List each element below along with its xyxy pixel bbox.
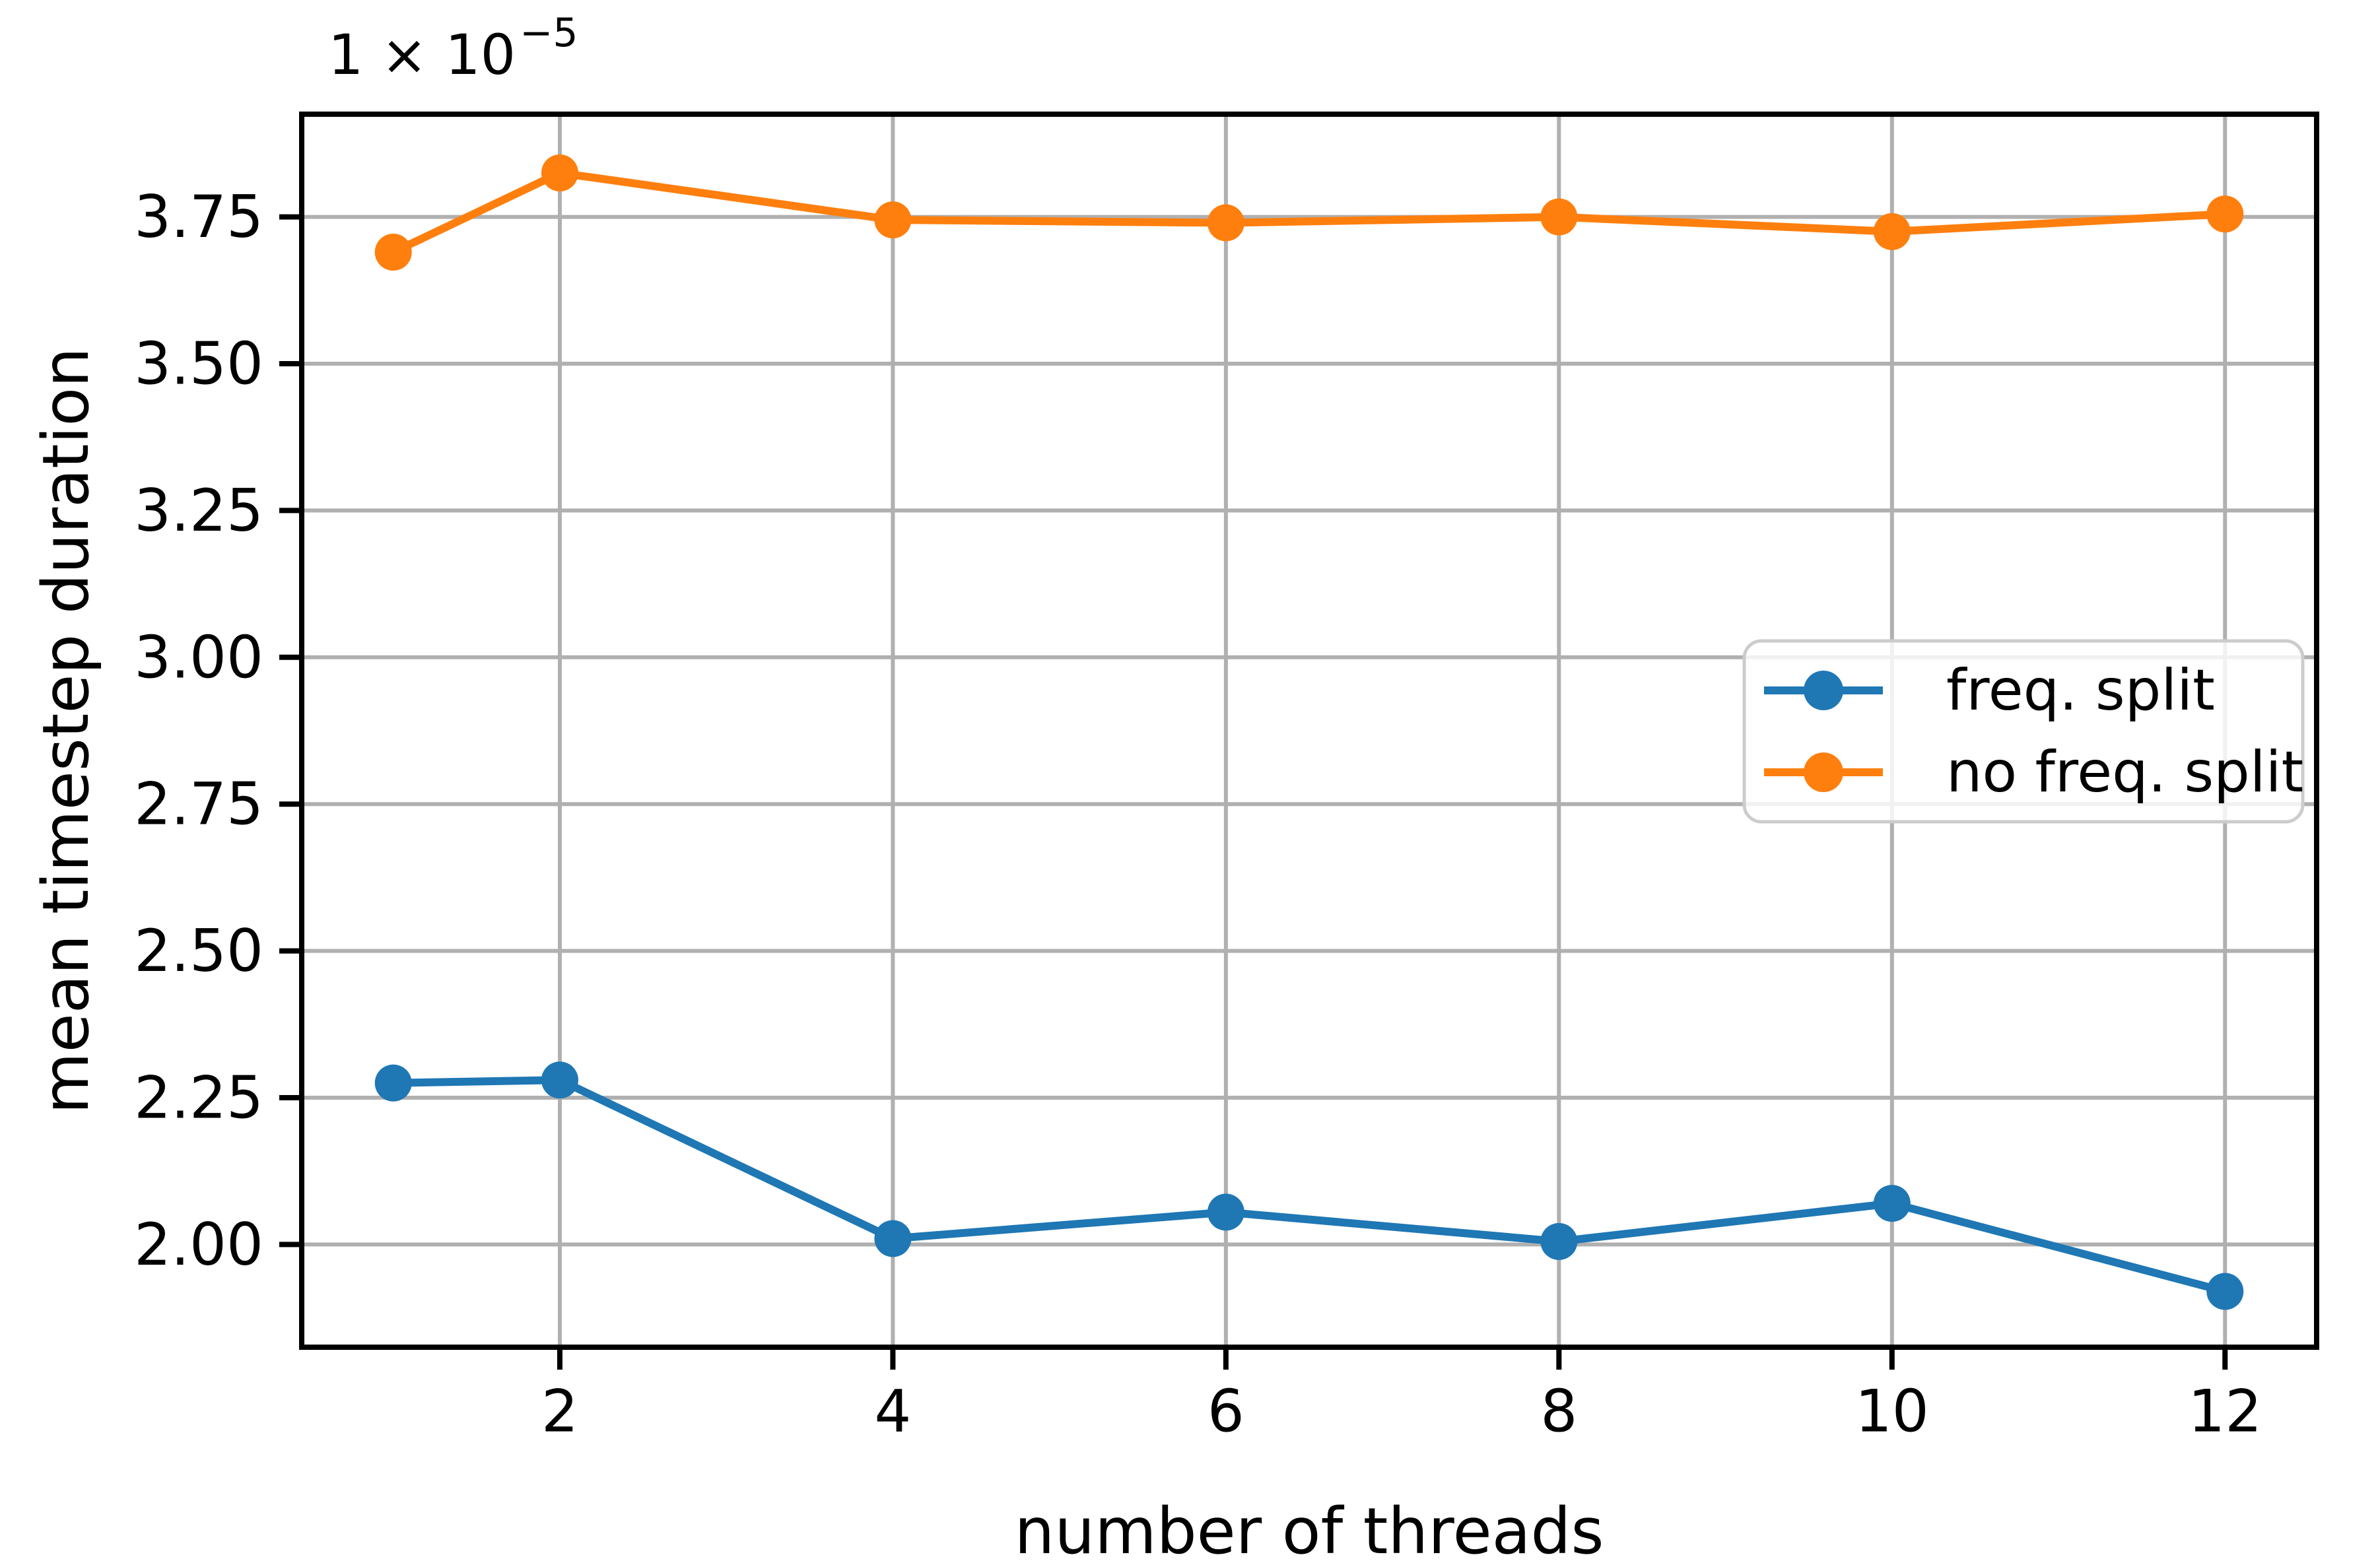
legend-marker-no-freq-split <box>1804 752 1843 792</box>
data-point-no-freq-split-x6 <box>1207 204 1244 242</box>
data-point-freq-split-x10 <box>1873 1185 1911 1222</box>
data-point-freq-split-x6 <box>1207 1193 1244 1231</box>
legend: freq. split no freq. split <box>1742 639 2305 824</box>
y-tick-label-3.00: 3.00 <box>134 623 263 691</box>
data-point-freq-split-x4 <box>874 1220 912 1257</box>
offset-exponent: −5 <box>520 10 578 56</box>
x-tick-label-4: 4 <box>874 1378 911 1446</box>
legend-box <box>1742 639 2305 824</box>
y-tick-label-3.25: 3.25 <box>134 477 263 545</box>
data-point-no-freq-split-x4 <box>874 201 912 239</box>
x-tick-label-8: 8 <box>1540 1378 1577 1446</box>
y-tick-label-2.50: 2.50 <box>134 917 263 985</box>
x-tick-label-2: 2 <box>541 1378 578 1446</box>
axes-layer: 2 4 6 8 10 12 2.00 2.25 2.50 2.75 3.00 3.25 3.50 3.75 <box>134 112 2319 1446</box>
x-tick-label-10: 10 <box>1855 1378 1929 1446</box>
legend-label-freq-split: freq. split <box>1946 657 2215 723</box>
data-point-freq-split-x2 <box>541 1061 578 1099</box>
offset-mantissa: 1 × 10 <box>328 22 516 87</box>
x-tick-label-12: 12 <box>2188 1378 2262 1446</box>
y-tick-label-3.50: 3.50 <box>134 330 263 398</box>
data-point-freq-split-x1 <box>374 1064 412 1102</box>
plot-frame <box>299 112 2319 1350</box>
series-line-no-freq-split <box>389 168 2229 257</box>
data-point-no-freq-split-x12 <box>2206 195 2244 233</box>
legend-entry-no-freq-split: no freq. split <box>1764 739 2303 805</box>
x-axis-label: number of threads <box>1015 1494 1604 1567</box>
y-axis-label: mean timestep duration <box>29 347 103 1114</box>
legend-label-no-freq-split: no freq. split <box>1946 739 2303 805</box>
y-tick-label-2.75: 2.75 <box>134 770 263 838</box>
y-tick-label-2.25: 2.25 <box>134 1063 263 1131</box>
axis-offset-text: 1 × 10 −5 <box>328 10 578 87</box>
data-point-no-freq-split-x10 <box>1873 213 1911 250</box>
data-point-no-freq-split-x8 <box>1540 198 1578 236</box>
x-tick-label-6: 6 <box>1207 1378 1244 1446</box>
y-tick-label-2.00: 2.00 <box>134 1211 263 1279</box>
data-point-freq-split-x8 <box>1540 1222 1578 1260</box>
legend-entry-freq-split: freq. split <box>1764 657 2215 723</box>
data-point-no-freq-split-x1 <box>374 234 412 271</box>
y-tick-label-3.75: 3.75 <box>134 183 263 251</box>
data-point-no-freq-split-x2 <box>541 154 578 191</box>
series-layer <box>374 154 2244 1310</box>
data-point-freq-split-x12 <box>2206 1273 2244 1310</box>
series-line-freq-split <box>389 1076 2229 1296</box>
legend-marker-freq-split <box>1804 671 1843 710</box>
